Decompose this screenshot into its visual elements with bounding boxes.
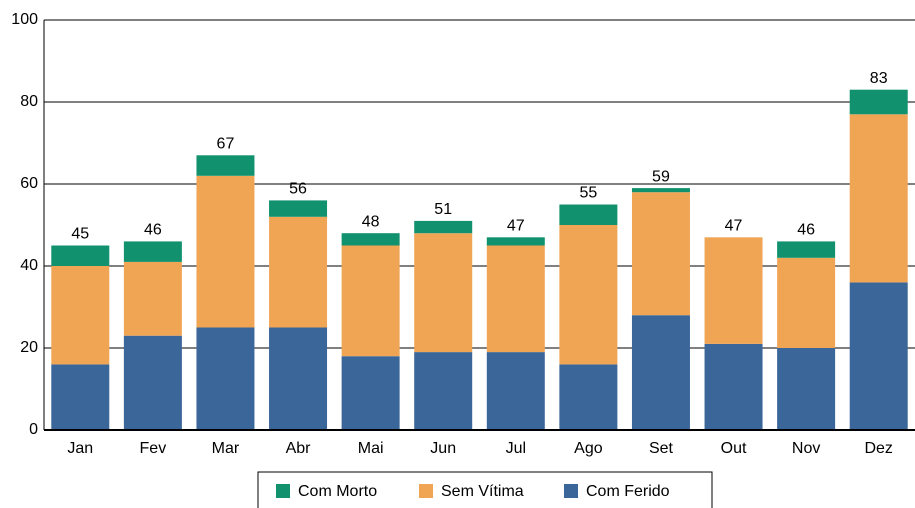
bar-segment (269, 216, 328, 328)
total-label: 83 (870, 70, 888, 87)
legend-box (257, 471, 713, 508)
x-tick-label: Jun (430, 440, 456, 457)
x-tick-label: Out (721, 440, 747, 457)
bar-segment (849, 282, 908, 430)
x-tick-label: Mai (358, 440, 384, 457)
legend-swatch (276, 484, 290, 498)
legend-swatch (419, 484, 433, 498)
bar-segment (123, 335, 182, 430)
y-tick-label: 40 (20, 257, 38, 274)
bar-segment (51, 266, 110, 365)
bar-segment (704, 343, 763, 430)
bar-segment (486, 237, 545, 246)
bar-segment (631, 192, 690, 316)
total-label: 48 (362, 213, 380, 230)
bar-segment (196, 175, 255, 328)
x-tick-label: Jan (67, 440, 93, 457)
x-tick-label: Fev (140, 440, 167, 457)
bar-segment (486, 245, 545, 353)
y-tick-label: 0 (29, 421, 38, 438)
total-label: 47 (507, 218, 525, 235)
total-label: 67 (217, 136, 235, 153)
bar-segment (51, 245, 110, 266)
x-tick-label: Abr (286, 440, 312, 457)
bar-segment (414, 352, 473, 430)
bar-segment (51, 364, 110, 430)
bar-segment (414, 233, 473, 353)
x-tick-label: Ago (574, 440, 603, 457)
bar-segment (777, 257, 836, 348)
bar-segment (849, 89, 908, 115)
x-tick-label: Set (649, 440, 674, 457)
total-label: 59 (652, 168, 670, 185)
bar-segment (269, 327, 328, 430)
bar-segment (704, 237, 763, 344)
bar-segment (196, 327, 255, 430)
bar-segment (414, 220, 473, 234)
y-tick-label: 20 (20, 339, 38, 356)
total-label: 55 (579, 185, 597, 202)
total-label: 46 (144, 222, 162, 239)
legend-label: Com Morto (298, 483, 377, 500)
total-label: 56 (289, 181, 307, 198)
bar-segment (269, 200, 328, 217)
total-label: 46 (797, 222, 815, 239)
bar-segment (631, 315, 690, 430)
bar-segment (559, 364, 618, 430)
bar-segment (777, 241, 836, 258)
bar-segment (849, 114, 908, 283)
bar-segment (486, 352, 545, 430)
legend-swatch (564, 484, 578, 498)
y-tick-label: 100 (11, 11, 38, 28)
bar-segment (123, 261, 182, 336)
bar-segment (341, 356, 400, 430)
x-tick-label: Nov (792, 440, 820, 457)
bar-segment (559, 225, 618, 365)
legend-label: Sem Vítima (441, 483, 524, 500)
x-tick-label: Jul (506, 440, 526, 457)
bar-segment (559, 204, 618, 225)
bar-segment (631, 188, 690, 193)
y-tick-label: 60 (20, 175, 38, 192)
total-label: 47 (725, 218, 743, 235)
bar-segment (777, 348, 836, 430)
bar-segment (341, 233, 400, 246)
x-tick-label: Dez (864, 440, 892, 457)
bar-segment (196, 155, 255, 176)
legend-label: Com Ferido (586, 483, 670, 500)
y-tick-label: 80 (20, 93, 38, 110)
x-tick-label: Mar (212, 440, 240, 457)
bar-segment (123, 241, 182, 262)
bar-segment (341, 245, 400, 357)
total-label: 51 (434, 201, 452, 218)
total-label: 45 (71, 226, 89, 243)
